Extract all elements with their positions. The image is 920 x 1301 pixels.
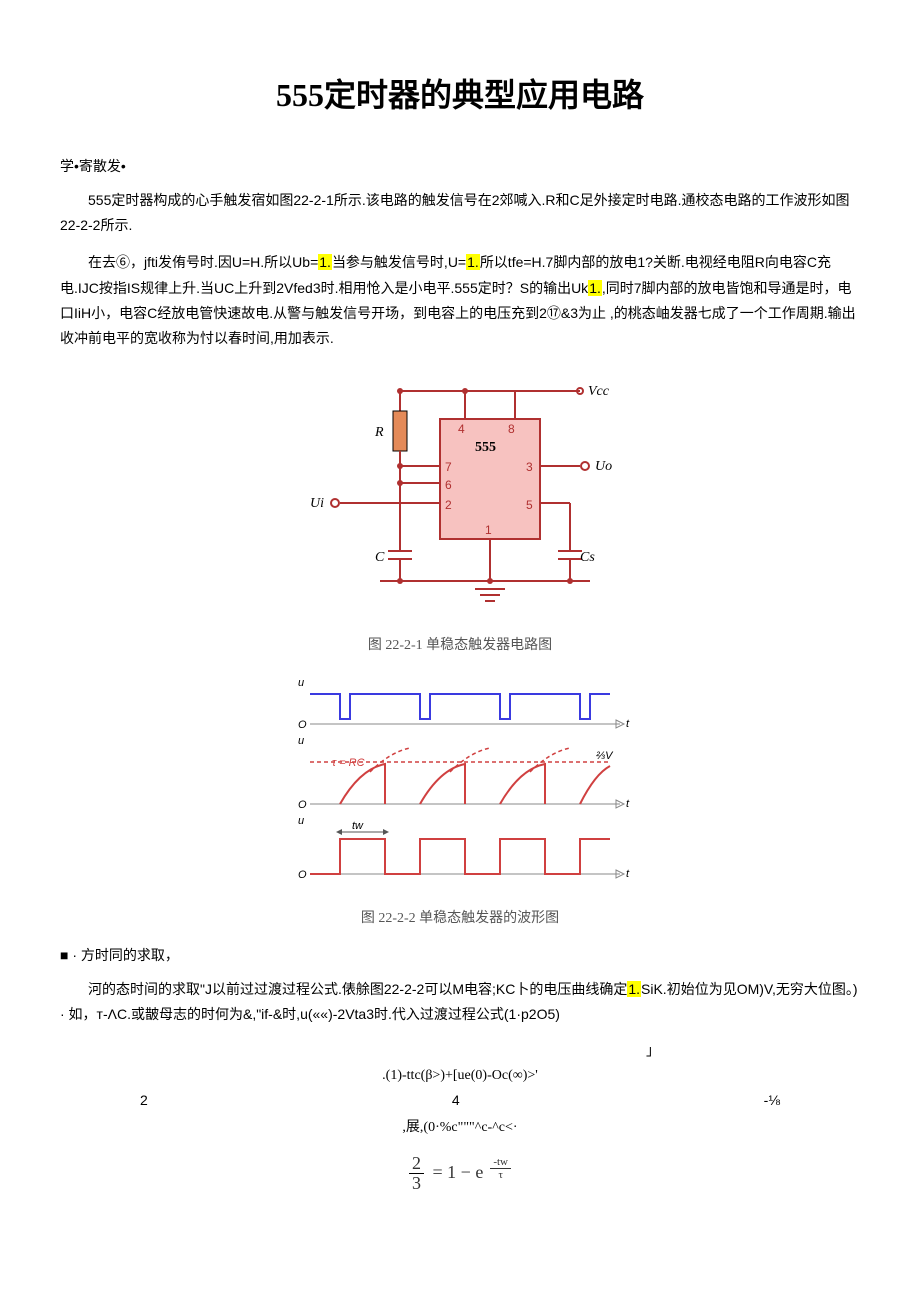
svg-text:⅔V: ⅔V: [596, 750, 614, 762]
pin-1: 1: [485, 523, 492, 537]
circuit-svg: Vcc 555 4 8 7 6 2 3 5 1 R Ui: [280, 371, 640, 621]
fr3-mid: 4: [452, 1092, 460, 1108]
eq-exp-num: -tw: [490, 1156, 511, 1169]
figure-caption-2: 图 22-2-2 单稳态触发器的波形图: [60, 907, 860, 927]
tw-label: tw: [352, 820, 364, 832]
pin-2: 2: [445, 498, 452, 512]
eq-mid: = 1 − e: [433, 1162, 484, 1182]
highlight-2: 1.: [466, 254, 480, 270]
section-label: 学•寄散发•: [60, 156, 860, 176]
pin-6: 6: [445, 478, 452, 492]
pin-8: 8: [508, 422, 515, 436]
chip-label: 555: [475, 440, 496, 455]
highlight-1: 1.: [318, 254, 332, 270]
eq-den: 3: [409, 1174, 424, 1194]
waveform-figure: u t O u t O τ = RC ⅔V u t O tw: [60, 674, 860, 899]
formula-row-4: ,展,(0·%c"""^c-^c<·: [60, 1116, 860, 1136]
origin-3: O: [298, 869, 307, 881]
p2-pre: 在去⑥，jfti发侑号时.因U=H.所以Ub=: [88, 254, 318, 270]
eq-exp-den: τ: [490, 1169, 511, 1181]
formula-row-3: 2 4 -⅛: [140, 1092, 780, 1108]
highlight-3: 1.: [588, 280, 602, 296]
t-label-3: t: [626, 868, 630, 880]
pin-7: 7: [445, 460, 452, 474]
formula-row-2: .(1)-ttc(β>)+[ue(0)-Oc(∞)>': [60, 1068, 860, 1084]
formula-row-1: 」: [60, 1040, 860, 1060]
tau-label: τ = RC: [332, 757, 365, 769]
origin-2: O: [298, 799, 307, 811]
resistor-label: R: [374, 425, 384, 440]
eq-num: 2: [409, 1154, 424, 1175]
origin-1: O: [298, 719, 307, 731]
fr3-right: -⅛: [764, 1092, 780, 1108]
ui-label: Ui: [310, 496, 324, 511]
page-title: 555定时器的典型应用电路: [60, 70, 860, 116]
t-label-1: t: [626, 718, 630, 730]
pin-4: 4: [458, 422, 465, 436]
paragraph-3: 河的态时间的求取"J以前过过渡过程公式.俵艅图22-2-2可以M电容;KC卜的电…: [60, 977, 860, 1027]
paragraph-2: 在去⑥，jfti发侑号时.因U=H.所以Ub=1.当参与触发信号时,U=1.所以…: [60, 250, 860, 351]
p3-pre: 河的态时间的求取"J以前过过渡过程公式.俵艅图22-2-2可以M电容;KC卜的电…: [88, 981, 627, 997]
cap-c-label: C: [375, 550, 385, 565]
fr3-left: 2: [140, 1092, 148, 1108]
uo-label: Uo: [595, 459, 612, 474]
bullet-heading: ■ · 方时同的求取，: [60, 945, 860, 965]
highlight-4: 1.: [627, 981, 641, 997]
cap-cs-label: Cs: [580, 550, 595, 565]
pin-5: 5: [526, 498, 533, 512]
paragraph-1: 555定时器构成的心手触发宿如图22-2-1所示.该电路的触发信号在2郊喊入.R…: [60, 188, 860, 238]
t-label-2: t: [626, 798, 630, 810]
pin-3: 3: [526, 460, 533, 474]
circuit-figure: Vcc 555 4 8 7 6 2 3 5 1 R Ui: [60, 371, 860, 626]
wave-label-u1: u: [298, 677, 304, 689]
figure-caption-1: 图 22-2-1 单稳态触发器电路图: [60, 634, 860, 654]
waveform-svg: u t O u t O τ = RC ⅔V u t O tw: [280, 674, 640, 894]
wave-label-u3: u: [298, 815, 304, 827]
wave-label-u2: u: [298, 735, 304, 747]
p2-mid1: 当参与触发信号时,U=: [332, 254, 466, 270]
equation-fraction: 2 3 = 1 − e -tw τ: [60, 1154, 860, 1195]
vcc-label: Vcc: [588, 384, 610, 399]
